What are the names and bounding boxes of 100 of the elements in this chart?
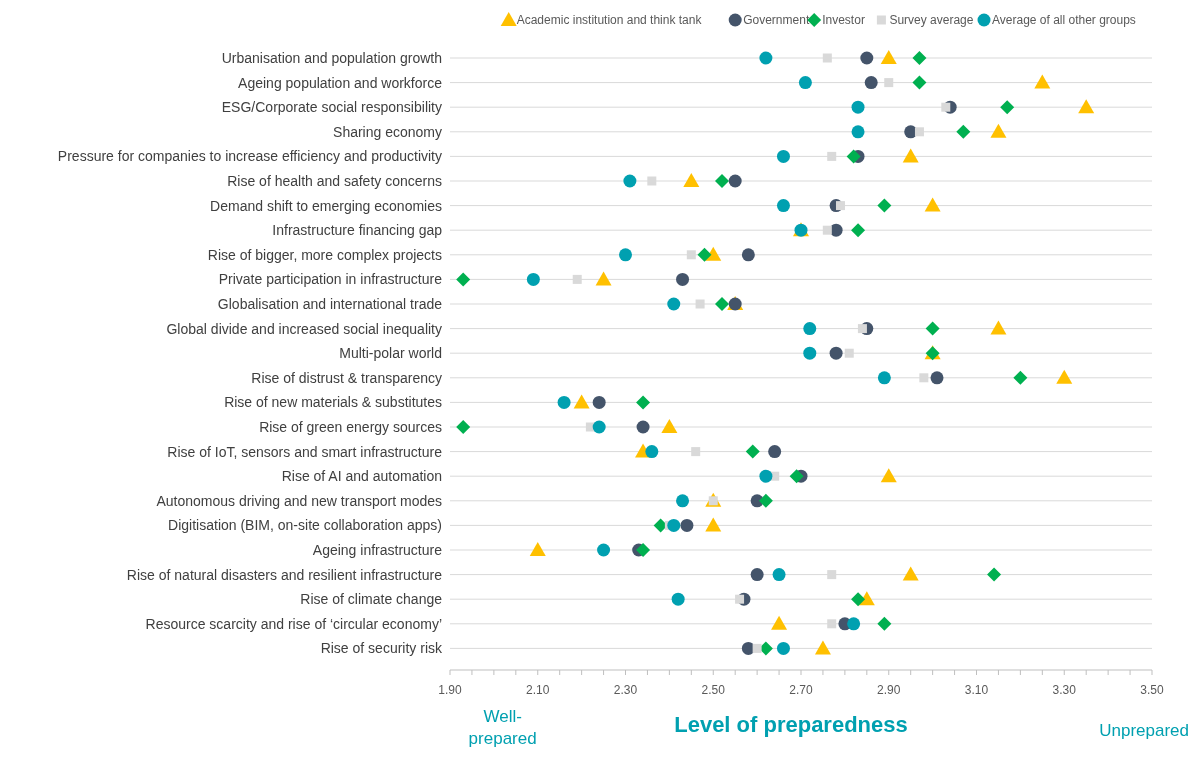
point <box>691 447 701 457</box>
point <box>686 250 696 260</box>
point <box>695 299 705 309</box>
legend-label: Survey average <box>889 13 974 27</box>
point <box>912 75 927 90</box>
point <box>835 201 845 211</box>
point <box>1056 369 1073 384</box>
point <box>619 248 632 262</box>
y-tick-label: Rise of distrust & transparency <box>251 369 442 386</box>
point <box>776 199 790 213</box>
x-tick-label: 2.10 <box>526 683 550 697</box>
point <box>676 494 690 508</box>
point <box>636 420 650 434</box>
point <box>884 78 894 88</box>
legend-label: Government <box>743 13 810 27</box>
point <box>851 125 865 139</box>
point <box>661 419 678 433</box>
point <box>745 444 760 459</box>
point <box>772 568 786 582</box>
y-tick-label: Infrastructure financing gap <box>272 222 443 239</box>
point <box>623 174 637 188</box>
point <box>844 348 854 358</box>
point <box>987 567 1002 582</box>
point <box>759 51 773 65</box>
x-axis-title: Level of preparedness <box>674 712 908 737</box>
point <box>877 616 892 631</box>
y-tick-label: Urbanisation and population growth <box>221 50 442 66</box>
point <box>667 518 681 532</box>
point <box>676 272 690 286</box>
point <box>827 619 837 629</box>
point <box>529 542 546 556</box>
text: Unprepared <box>1099 721 1189 740</box>
y-tick-label: Globalisation and international trade <box>217 296 443 312</box>
point <box>592 420 606 434</box>
point <box>851 592 866 607</box>
legend-label: Investor <box>822 13 865 27</box>
point <box>864 76 878 90</box>
point <box>925 321 940 336</box>
point <box>715 297 730 311</box>
point <box>829 346 843 360</box>
point <box>846 149 861 164</box>
point <box>877 198 892 213</box>
point <box>822 53 832 63</box>
point <box>1000 100 1015 115</box>
y-tick-label: Rise of green energy sources <box>259 419 442 435</box>
point <box>768 445 782 459</box>
point <box>803 322 817 336</box>
point <box>683 173 700 187</box>
point <box>592 395 606 409</box>
point <box>919 373 929 383</box>
point <box>597 543 611 557</box>
point <box>860 51 874 65</box>
point <box>636 543 651 557</box>
point <box>1034 74 1051 89</box>
y-tick-label: Rise of natural disasters and resilient infrastructure <box>126 566 443 583</box>
point <box>667 297 681 311</box>
y-tick-label: ESG/Corporate social responsibility <box>221 99 442 116</box>
point <box>914 127 924 137</box>
point <box>1013 370 1028 385</box>
point <box>877 371 891 385</box>
point <box>776 641 790 655</box>
x-tick-label: 2.70 <box>789 683 813 697</box>
y-tick-label: Pressure for companies to increase efficiency and productivity <box>57 148 442 165</box>
point <box>941 102 951 112</box>
point <box>912 51 927 65</box>
point <box>827 151 837 161</box>
x-tick-label: 1.90 <box>438 683 462 697</box>
point <box>930 371 944 385</box>
point <box>822 225 832 235</box>
legend-label: Average of all other groups <box>992 13 1136 27</box>
point <box>803 346 817 360</box>
point <box>847 617 861 631</box>
point <box>456 272 471 287</box>
y-tick-label: Ageing population and workforce <box>238 74 443 91</box>
point <box>798 76 812 90</box>
y-tick-label: Rise of new materials & substitutes <box>224 394 442 411</box>
y-tick-label: Private participation in infrastructure <box>218 271 443 288</box>
point <box>924 197 941 212</box>
point <box>776 149 790 163</box>
y-tick-label: Rise of health and safety concerns <box>227 173 442 189</box>
point <box>735 594 745 604</box>
y-tick-label: Autonomous driving and new transport modes <box>156 492 442 509</box>
point <box>956 124 971 139</box>
point <box>456 420 471 434</box>
point <box>902 148 919 163</box>
point <box>715 174 730 188</box>
point <box>990 320 1007 335</box>
point <box>526 272 540 286</box>
y-tick-label: Rise of AI and automation <box>281 468 442 485</box>
point <box>851 223 866 238</box>
y-tick-label: Resource scarcity and rise of ‘circular economy’ <box>145 615 442 632</box>
point <box>758 493 773 508</box>
y-tick-label: Rise of security risk <box>320 640 443 657</box>
point <box>741 641 755 655</box>
point <box>814 640 831 655</box>
x-tick-label: 2.90 <box>877 683 901 697</box>
point <box>1078 99 1095 114</box>
point <box>750 568 764 582</box>
point <box>880 50 897 64</box>
point <box>697 247 712 262</box>
